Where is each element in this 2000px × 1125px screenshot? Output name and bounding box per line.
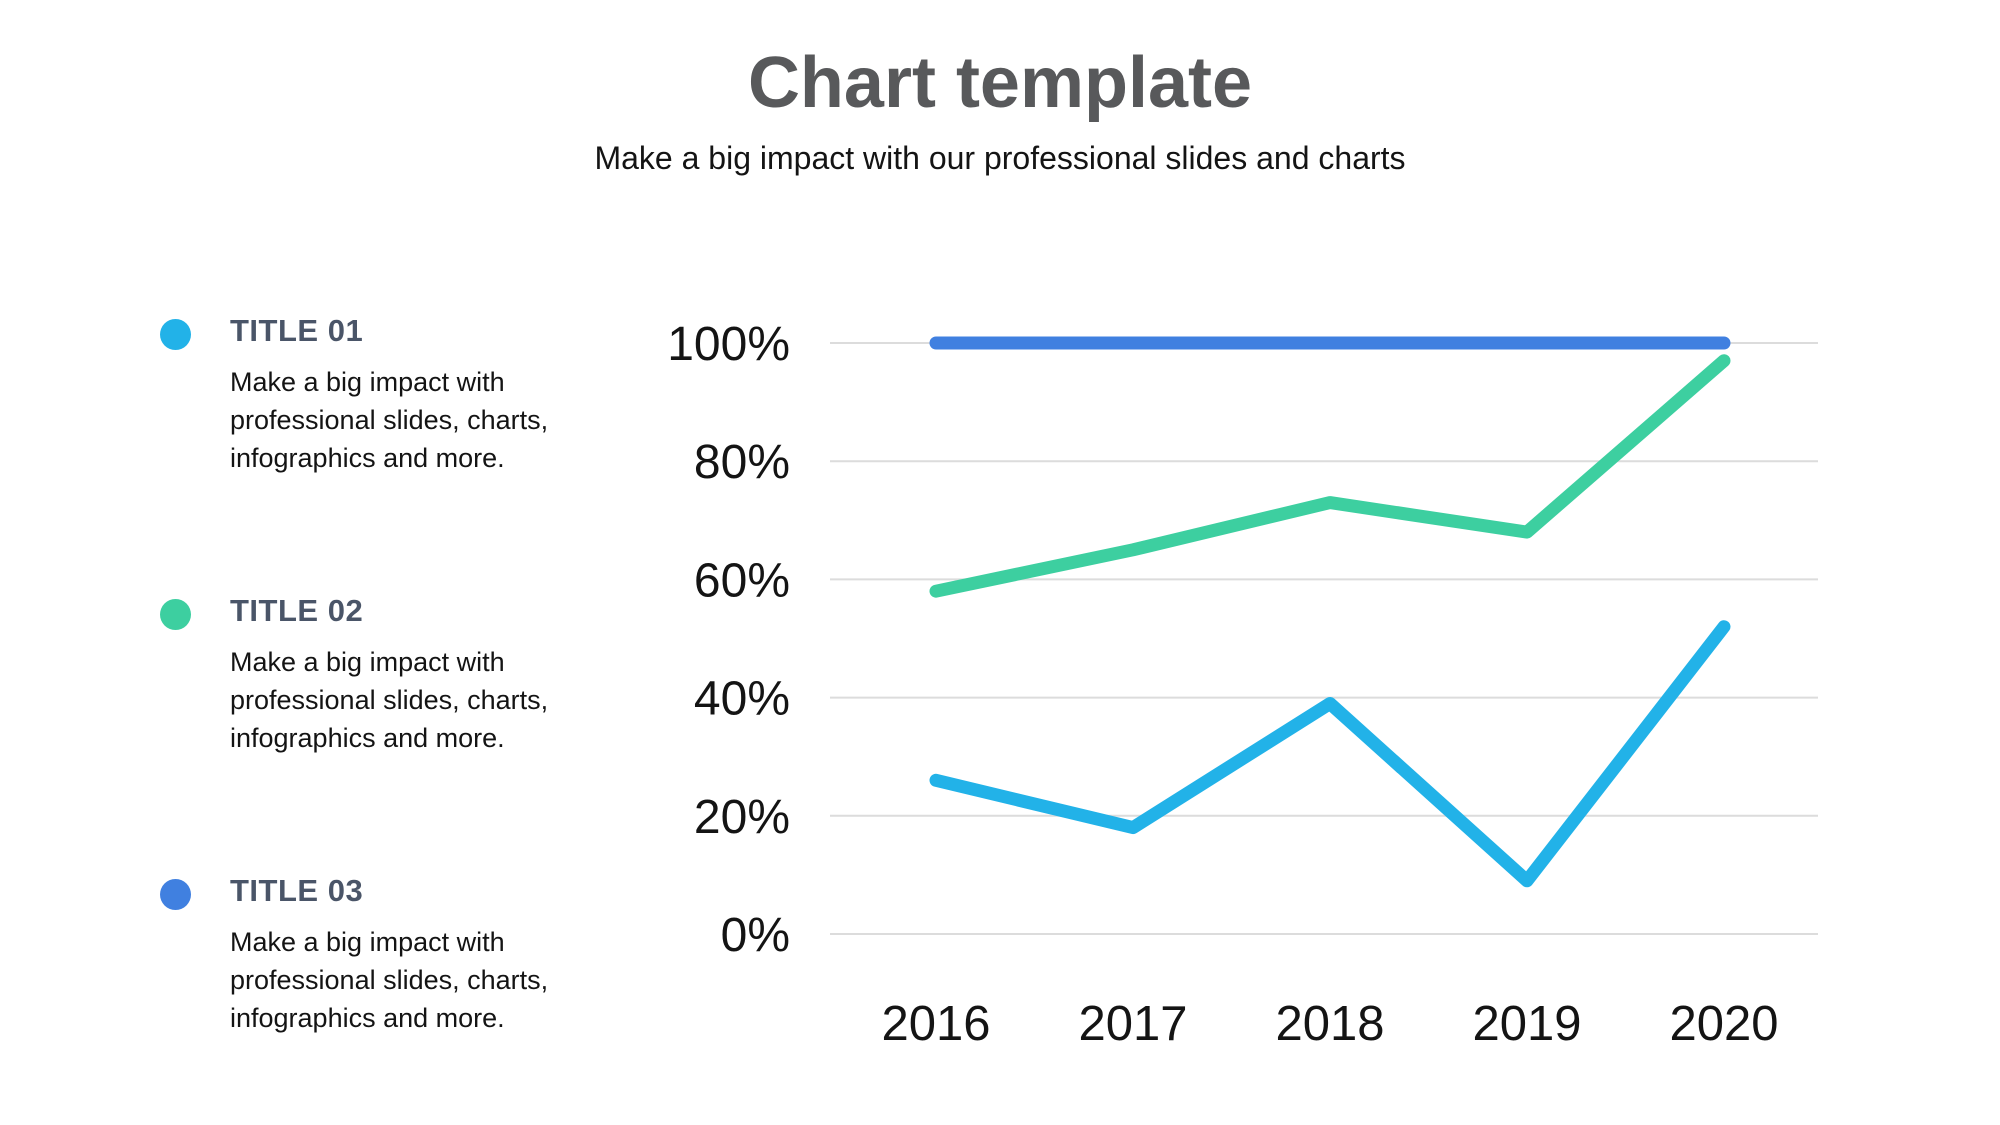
x-tick-label: 2020: [1669, 997, 1778, 1051]
series-line-title-01: [929, 620, 1731, 888]
x-tick-label: 2017: [1078, 997, 1187, 1051]
legend-item-title-01: TITLE 01 Make a big impact with professi…: [160, 305, 560, 477]
header: Chart template Make a big impact with ou…: [0, 0, 2000, 177]
y-tick-label: 100%: [667, 318, 790, 371]
x-tick-label: 2016: [881, 997, 990, 1051]
x-tick-label: 2019: [1472, 997, 1581, 1051]
legend-item-title-03: TITLE 03 Make a big impact with professi…: [160, 865, 560, 1037]
legend-dot-cyan-icon: [160, 319, 191, 350]
legend-item-label: TITLE 02: [230, 593, 364, 628]
legend-item-label: TITLE 03: [230, 873, 364, 908]
series-line-title-02: [929, 354, 1731, 598]
line-chart-svg: 0% 20% 40% 60% 80% 100% 2016 2017 2018 2019 2020: [667, 318, 1818, 1051]
page-subtitle: Make a big impact with our professional …: [594, 140, 1406, 176]
x-tick-label: 2018: [1275, 997, 1384, 1051]
legend-item-description: Make a big impact with professional slid…: [230, 647, 549, 753]
y-tick-label: 80%: [694, 436, 790, 489]
y-tick-label: 40%: [694, 673, 790, 726]
legend-item-label: TITLE 01: [230, 313, 364, 348]
page-title: Chart template: [747, 43, 1253, 123]
y-tick-label: 0%: [721, 909, 790, 962]
y-tick-label: 60%: [694, 554, 790, 607]
legend-item-description: Make a big impact with professional slid…: [230, 367, 549, 473]
legend-item-description: Make a big impact with professional slid…: [230, 927, 549, 1033]
legend-item-title-02: TITLE 02 Make a big impact with professi…: [160, 585, 560, 757]
line-chart: 0% 20% 40% 60% 80% 100% 2016 2017 2018 2019 2020: [600, 300, 1920, 1090]
legend-dot-green-icon: [160, 599, 191, 630]
y-tick-label: 20%: [694, 791, 790, 844]
legend-dot-blue-icon: [160, 879, 191, 910]
